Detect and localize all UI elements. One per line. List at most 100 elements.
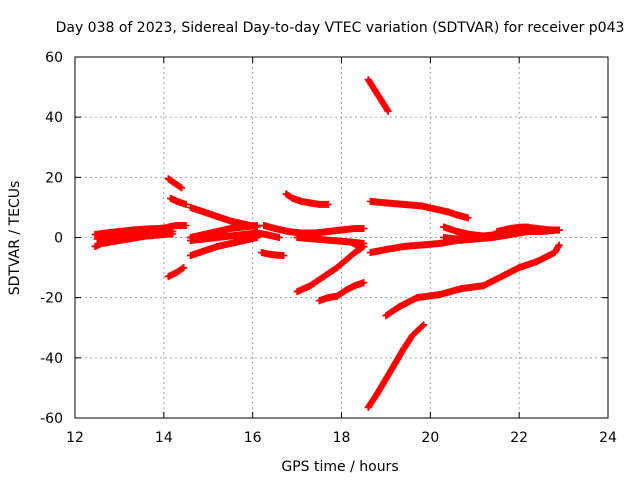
data-point xyxy=(342,256,350,264)
data-point xyxy=(306,199,314,207)
data-point xyxy=(457,285,465,293)
track-17 xyxy=(315,279,368,305)
data-point xyxy=(493,227,501,235)
data-point xyxy=(306,282,314,290)
data-point xyxy=(453,235,461,243)
data-point xyxy=(173,268,181,276)
data-point xyxy=(353,241,361,249)
data-point xyxy=(409,331,417,339)
data-point xyxy=(464,214,472,222)
data-point xyxy=(533,258,541,266)
data-point xyxy=(95,232,103,240)
data-point xyxy=(315,297,323,305)
data-point xyxy=(226,217,234,225)
data-point xyxy=(360,279,368,287)
data-point xyxy=(213,212,221,220)
data-point xyxy=(382,246,390,254)
data-point xyxy=(391,360,399,368)
data-point xyxy=(351,249,359,257)
data-point xyxy=(240,237,248,245)
track-markers xyxy=(364,321,428,411)
data-point xyxy=(213,243,221,251)
data-point xyxy=(182,200,190,208)
x-tick-label: 18 xyxy=(333,430,351,446)
data-point xyxy=(271,224,279,232)
track-21 xyxy=(366,197,472,222)
x-tick-label: 22 xyxy=(510,430,528,446)
data-point xyxy=(124,228,132,236)
track-13 xyxy=(258,249,288,260)
data-point xyxy=(138,227,146,235)
data-point xyxy=(342,286,350,294)
data-point xyxy=(169,178,177,186)
data-point xyxy=(533,224,541,232)
track-markers xyxy=(382,241,563,320)
data-point xyxy=(260,221,268,229)
data-point xyxy=(173,221,181,229)
track-15 xyxy=(282,190,332,208)
data-point xyxy=(555,226,563,234)
data-point xyxy=(480,282,488,290)
data-point xyxy=(555,241,563,249)
data-point xyxy=(324,227,332,235)
data-point xyxy=(91,230,99,238)
data-point xyxy=(258,249,266,257)
data-point xyxy=(366,197,374,205)
data-point xyxy=(546,226,554,234)
data-point xyxy=(186,252,194,260)
data-point xyxy=(315,200,323,208)
data-point xyxy=(164,273,172,281)
track-20 xyxy=(364,76,392,115)
y-tick-label: 0 xyxy=(54,231,63,247)
data-point xyxy=(466,235,474,243)
data-point xyxy=(395,303,403,311)
data-point xyxy=(373,390,381,398)
data-point xyxy=(324,294,332,302)
axis-ticks: 12 14 16 18 20 22 24 -60 -40 -20 0 20 40 60 xyxy=(40,50,617,446)
data-point xyxy=(366,249,374,257)
y-axis-label: SDTVAR / TECUs xyxy=(7,181,23,296)
track-23 xyxy=(382,241,563,320)
data-point xyxy=(226,232,234,240)
track-4 xyxy=(95,225,168,240)
data-point xyxy=(444,208,452,216)
track-16 xyxy=(293,243,368,296)
data-point xyxy=(182,221,190,229)
track-markers xyxy=(258,249,288,259)
data-point xyxy=(293,288,301,296)
data-point xyxy=(200,208,208,216)
track-5 xyxy=(164,175,186,192)
data-point xyxy=(324,200,332,208)
data-point xyxy=(346,238,354,246)
data-point xyxy=(333,264,341,272)
track-14 xyxy=(260,221,368,237)
data-point xyxy=(371,86,379,94)
y-tick-label: 40 xyxy=(45,110,63,126)
track-markers xyxy=(366,197,472,222)
data-point xyxy=(515,264,523,272)
data-point xyxy=(226,224,234,232)
data-point xyxy=(435,291,443,299)
data-point xyxy=(213,234,221,241)
data-point xyxy=(333,292,341,300)
data-point xyxy=(186,203,194,211)
y-tick-label: -60 xyxy=(40,411,63,427)
data-point xyxy=(400,200,408,208)
data-point xyxy=(293,234,301,241)
y-tick-label: 60 xyxy=(45,50,63,66)
data-point xyxy=(431,205,439,213)
x-tick-label: 16 xyxy=(244,430,262,446)
data-point xyxy=(173,197,181,205)
data-points xyxy=(91,76,563,411)
data-point xyxy=(364,403,372,411)
data-point xyxy=(377,97,385,105)
data-point xyxy=(262,230,270,238)
data-point xyxy=(173,181,181,189)
data-point xyxy=(364,76,372,84)
data-point xyxy=(520,223,528,231)
track-11 xyxy=(186,234,261,260)
x-tick-label: 12 xyxy=(66,430,84,446)
data-point xyxy=(506,224,514,232)
data-point xyxy=(351,282,359,290)
